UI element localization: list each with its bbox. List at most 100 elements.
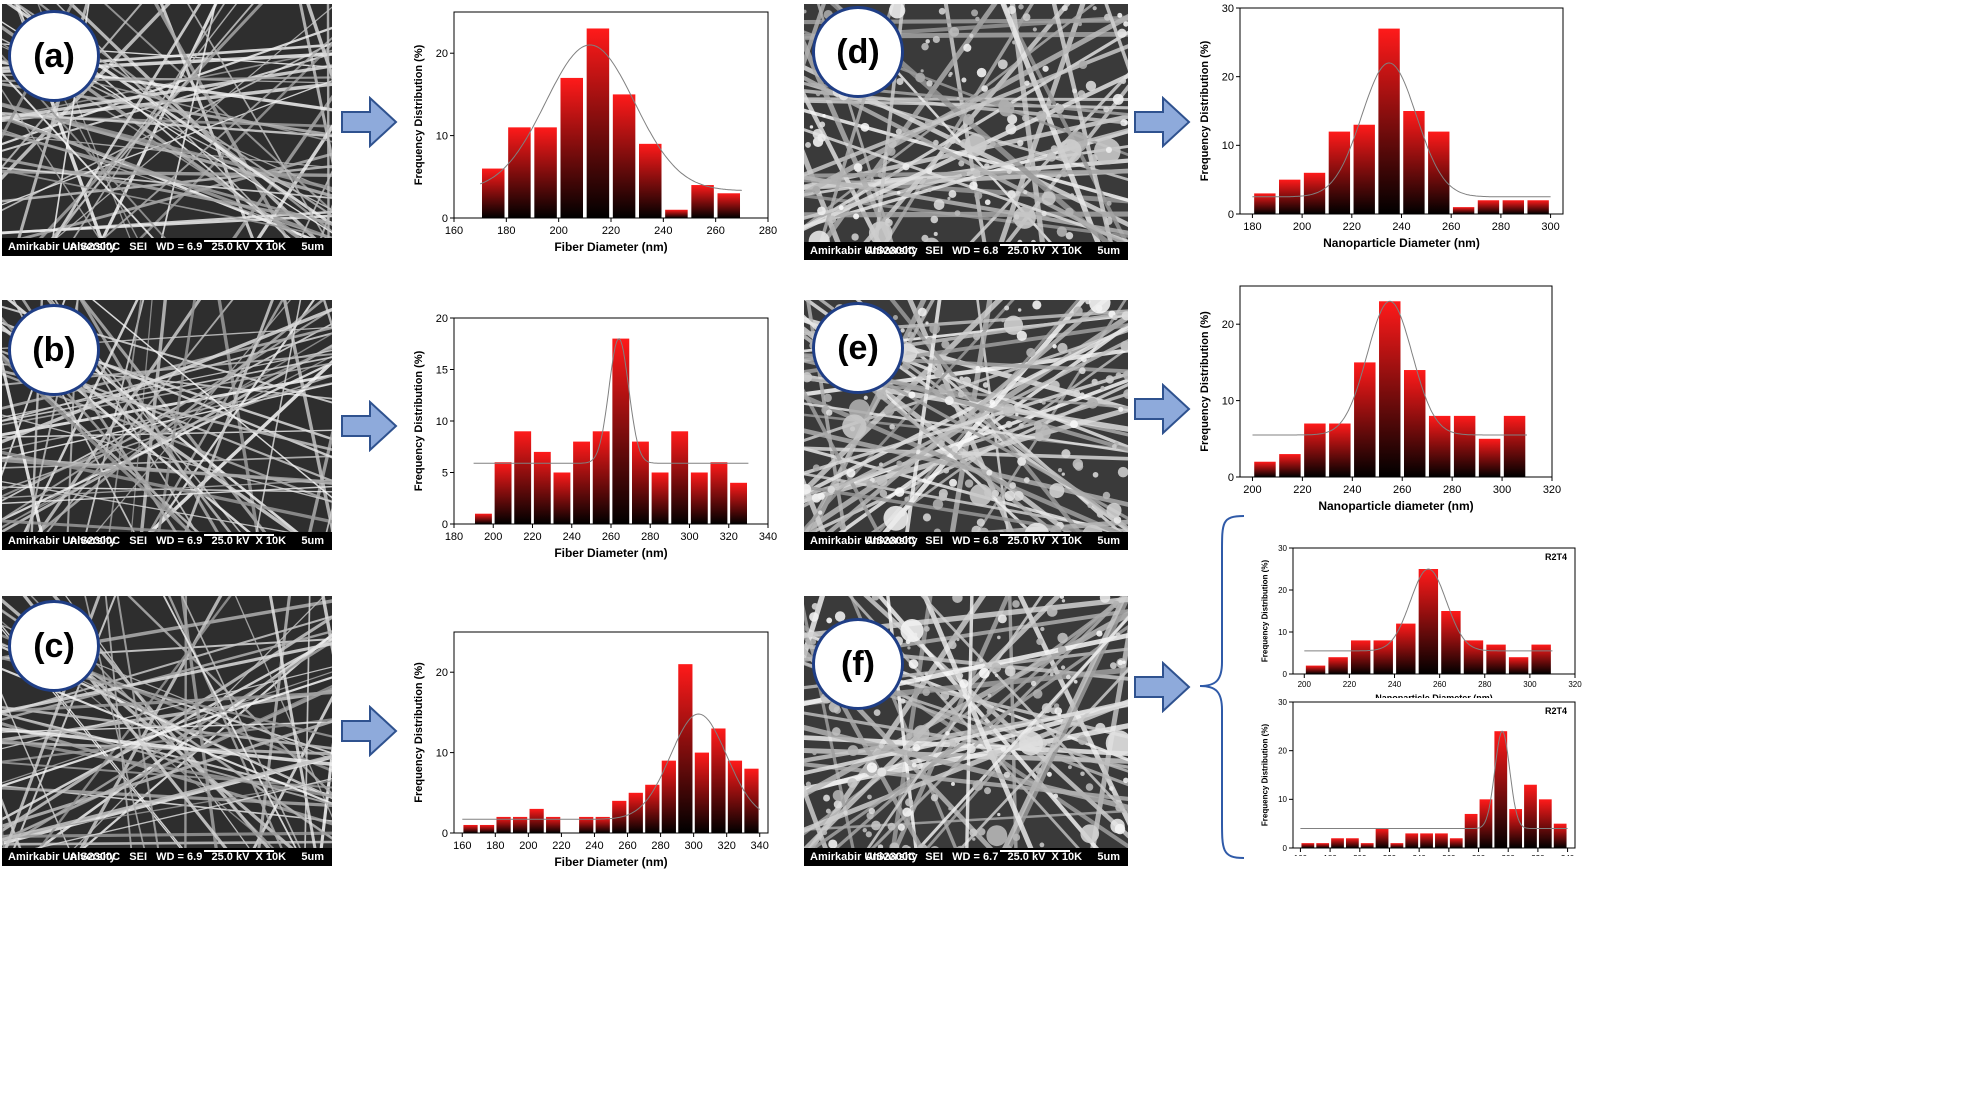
x-tick-label: 260 [1433,680,1447,689]
sem-info-bar: Amirkabir University AIS2300C SEI WD = 6.… [804,242,1128,260]
nanoparticle-bead [1035,767,1042,775]
histogram-bar [1479,799,1493,848]
nanoparticle-bead [998,100,1015,117]
x-tick-label: 260 [706,225,724,237]
histogram-bar [1305,665,1326,674]
nanoparticle-bead [877,172,884,178]
nanoparticle-bead [1012,218,1017,223]
nanoparticle-bead [920,69,924,73]
histogram-bar [553,472,571,524]
x-tick-label: 240 [1343,484,1361,496]
nanoparticle-bead [1087,397,1098,409]
histogram-bar [1403,111,1425,214]
fiber-strand [2,152,332,246]
nanoparticle-bead [1039,842,1045,848]
nanoparticle-bead [929,323,941,334]
nanoparticle-bead [1015,412,1019,417]
fiber-strand [804,372,1128,475]
histogram-bar [1375,828,1389,848]
histogram-bar [481,168,505,218]
x-tick-label: 260 [602,531,620,543]
fiber-strand [2,638,332,821]
x-axis-label: Nanoparticle Diameter (nm) [1375,693,1493,698]
arrow-right-icon [1134,383,1191,435]
y-tick-label: 20 [436,667,448,679]
nanoparticle-bead [882,394,888,401]
sem-info-bar: Amirkabir University AIS2300C SEI WD = 6.… [2,532,332,550]
nanoparticle-bead [825,808,831,814]
x-tick-label: 180 [497,225,515,237]
histogram-chart-f-nanoparticle: 200 220 240 260 280 300 320 0 10 20 30 Nanoparticle… [1260,544,1582,698]
y-tick-label: 10 [1222,140,1234,152]
fiber-strand [804,477,834,550]
sem-image-d: (d) Amirkabir University AIS2300C SEI WD … [804,4,1128,260]
nanoparticle-bead [846,468,856,478]
nanoparticle-bead [1009,482,1017,489]
x-tick-label: 200 [519,840,537,852]
x-axis-label: Nanoparticle diameter (nm) [1318,499,1473,513]
nanoparticle-bead [926,80,933,87]
nanoparticle-bead [911,736,918,743]
nanoparticle-bead [956,638,960,642]
x-tick-label: 200 [549,225,567,237]
y-tick-label: 10 [1278,795,1287,804]
fiber-strand [2,727,332,766]
y-axis-label: Frequency Distribution (%) [1260,724,1269,827]
nanoparticle-bead [1092,471,1099,478]
nanoparticle-bead [964,134,987,157]
fiber-strand [268,596,320,866]
y-axis-label: Frequency Distribution (%) [1199,40,1211,181]
x-tick-label: 220 [1343,680,1357,689]
fiber-strand [2,346,332,498]
sem-image-e: (e) Amirkabir University AIS2300C SEI WD … [804,300,1128,550]
fiber-strand [804,700,1128,776]
y-tick-label: 20 [436,313,448,325]
nanoparticle-bead [932,498,944,510]
nanoparticle-bead [1005,123,1017,135]
nanoparticle-bead [930,215,939,224]
fiber-strand [920,596,1128,817]
fiber-strand [804,211,1128,218]
nanoparticle-bead [938,7,946,15]
fiber-strand [2,72,171,256]
nanoparticle-bead [1024,80,1030,86]
fiber-strand [804,402,1128,453]
nanoparticle-bead [865,831,872,838]
nanoparticle-bead [969,181,978,191]
nanoparticle-bead [1026,347,1036,358]
fiber-strand [2,64,332,121]
nanoparticle-bead [923,625,930,632]
nanoparticle-bead [834,611,846,622]
nanoparticle-bead [969,828,978,837]
x-tick-label: 300 [1502,854,1516,856]
scale-bar [204,240,274,242]
nanoparticle-bead [938,440,945,447]
nanoparticle-bead [991,662,1002,673]
nanoparticle-bead [902,163,910,171]
nanoparticle-bead [1072,88,1077,94]
nanoparticle-bead [969,33,974,38]
nanoparticle-bead [992,416,996,420]
nanoparticle-bead [922,513,932,522]
nanoparticle-bead [1041,400,1046,405]
fiber-strand [854,596,1044,866]
fiber-strand [804,13,1128,197]
nanoparticle-bead [1036,110,1047,121]
histogram-bar [1428,131,1450,214]
nanoparticle-bead [941,340,950,349]
fiber-strand [2,778,332,858]
x-axis-label: Fiber Diameter (nm) [554,546,667,560]
nanoparticle-bead [1100,385,1105,391]
university-label: Amirkabir University [8,241,116,253]
nanoparticle-bead [871,596,880,601]
nanoparticle-bead [933,139,939,146]
x-tick-label: 220 [552,840,570,852]
sem-info-bar: Amirkabir University AIS2300C SEI WD = 6.… [2,848,332,866]
nanoparticle-bead [1085,783,1094,791]
fiber-strand [2,357,48,550]
nanoparticle-bead [1065,674,1071,680]
nanoparticle-bead [1085,80,1097,92]
fiber-strand [154,300,197,550]
x-tick-label: 280 [1443,484,1461,496]
